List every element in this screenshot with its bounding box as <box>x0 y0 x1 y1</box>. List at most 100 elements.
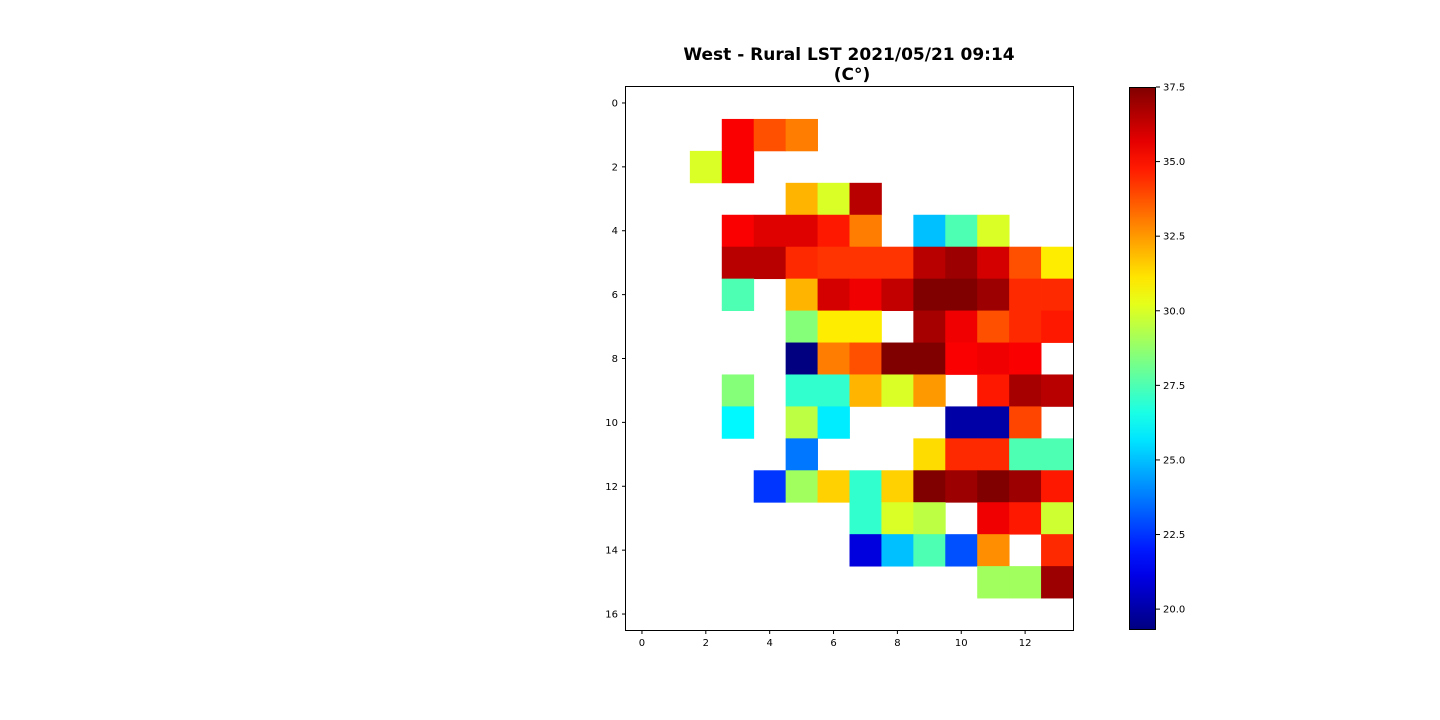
heatmap-cell <box>785 278 818 311</box>
heatmap-cell <box>849 342 882 375</box>
heatmap-cell <box>945 246 978 280</box>
heatmap-cell <box>785 406 818 439</box>
heatmap-cell <box>881 374 914 407</box>
heatmap-cell <box>977 278 1010 311</box>
heatmap-cell <box>977 566 1010 599</box>
heatmap-cell <box>1009 246 1042 280</box>
colorbar: 20.0 22.5 25.0 27.5 30.0 32.5 35.0 37.5 <box>1129 83 1185 630</box>
heatmap-cell <box>849 374 882 407</box>
x-tick-label: 10 <box>955 638 968 649</box>
heatmap-cell <box>721 246 755 280</box>
x-tick-label: 6 <box>830 638 836 649</box>
heatmap-cell <box>913 502 946 535</box>
heatmap-cell <box>785 374 818 407</box>
y-tick-label: 8 <box>612 354 618 365</box>
heatmap-cell <box>849 246 882 280</box>
heatmap-cell <box>817 470 850 503</box>
heatmap-cell <box>849 470 882 503</box>
colorbar-frame <box>1129 87 1156 630</box>
heatmap-cell <box>881 278 914 311</box>
colorbar-tick-label: 22.5 <box>1163 530 1185 541</box>
heatmap-cell <box>1041 438 1074 471</box>
heatmap-cell <box>849 502 882 535</box>
colorbar-tick-label: 27.5 <box>1163 381 1185 392</box>
heatmap-cell <box>977 502 1010 535</box>
heatmap-cell <box>1041 534 1074 567</box>
colorbar-tick-label: 20.0 <box>1163 605 1185 616</box>
heatmap-cell <box>817 246 850 280</box>
x-tick-label: 8 <box>894 638 900 649</box>
heatmap-cell <box>1009 342 1042 375</box>
heatmap-cell <box>1041 470 1074 503</box>
heatmap-cell <box>977 374 1010 407</box>
heatmap-cells <box>689 118 1074 599</box>
colorbar-tick-label: 25.0 <box>1163 455 1185 466</box>
heatmap-cell <box>881 342 914 375</box>
heatmap-cell <box>913 246 946 280</box>
colorbar-tick-label: 30.0 <box>1163 306 1185 317</box>
heatmap-cell <box>1009 438 1042 471</box>
heatmap-cell <box>945 310 978 343</box>
heatmap-cell <box>881 246 914 280</box>
heatmap-cell <box>913 214 946 248</box>
heatmap-cell <box>977 246 1010 280</box>
y-axis: 0 2 4 6 8 10 12 14 16 <box>605 98 626 621</box>
heatmap-cell <box>945 534 978 567</box>
heatmap-cell <box>1009 310 1042 343</box>
chart-subtitle: (C°) <box>834 65 871 85</box>
y-tick-label: 12 <box>605 482 618 493</box>
heatmap-cell <box>945 278 978 311</box>
heatmap-cell <box>785 310 818 343</box>
heatmap-cell <box>977 534 1010 567</box>
y-tick-label: 2 <box>612 162 618 173</box>
heatmap-cell <box>945 214 978 248</box>
x-tick-label: 12 <box>1019 638 1032 649</box>
heatmap-cell <box>1041 246 1074 280</box>
heatmap-cell <box>721 118 755 152</box>
heatmap-cell <box>1041 278 1074 311</box>
heatmap-cell <box>785 342 818 375</box>
heatmap-cell <box>753 246 787 280</box>
heatmap-cell <box>945 438 978 471</box>
heatmap-cell <box>977 438 1010 471</box>
heatmap-cell <box>849 182 882 216</box>
y-tick-label: 14 <box>605 546 618 557</box>
heatmap-cell <box>881 502 914 535</box>
heatmap-cell <box>785 246 818 280</box>
heatmap-cell <box>721 214 755 248</box>
heatmap-cell <box>1041 374 1074 407</box>
x-tick-label: 0 <box>639 638 645 649</box>
heatmap-cell <box>753 118 787 152</box>
heatmap-cell <box>977 310 1010 343</box>
heatmap-cell <box>785 182 818 216</box>
heatmap-cell <box>817 214 850 248</box>
heatmap-cell <box>721 374 755 407</box>
x-tick-label: 2 <box>703 638 709 649</box>
heatmap-cell <box>977 406 1010 439</box>
heatmap-cell <box>817 374 850 407</box>
heatmap-cell <box>849 534 882 567</box>
y-tick-label: 4 <box>612 226 618 237</box>
heatmap-cell <box>1009 566 1042 599</box>
colorbar-tick-label: 35.0 <box>1163 157 1185 168</box>
heatmap-cell <box>817 310 850 343</box>
y-tick-label: 10 <box>605 418 618 429</box>
heatmap-cell <box>977 342 1010 375</box>
heatmap-cell <box>945 470 978 503</box>
y-tick-label: 16 <box>605 610 618 621</box>
heatmap-cell <box>1009 502 1042 535</box>
x-axis: 0 2 4 6 8 10 12 <box>639 630 1032 649</box>
heatmap-cell <box>721 278 755 311</box>
heatmap-cell <box>913 310 946 343</box>
heatmap-cell <box>817 406 850 439</box>
heatmap-cell <box>849 310 882 343</box>
heatmap-cell <box>977 214 1010 248</box>
heatmap-cell <box>913 438 946 471</box>
heatmap-cell <box>1009 374 1042 407</box>
chart-title: West - Rural LST 2021/05/21 09:14 <box>683 45 1014 65</box>
heatmap-cell <box>689 150 723 184</box>
heatmap-cell <box>945 342 978 375</box>
heatmap-cell <box>785 118 818 152</box>
heatmap-cell <box>977 470 1010 503</box>
